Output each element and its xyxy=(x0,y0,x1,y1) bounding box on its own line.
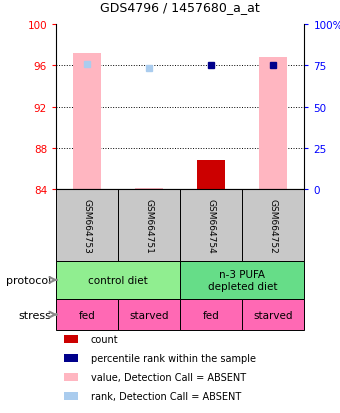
Bar xyxy=(180,261,304,299)
Text: fed: fed xyxy=(203,310,220,320)
Bar xyxy=(118,190,180,261)
Bar xyxy=(242,190,304,261)
Text: starved: starved xyxy=(130,310,169,320)
Bar xyxy=(56,190,118,261)
Text: control diet: control diet xyxy=(88,275,148,285)
Text: starved: starved xyxy=(254,310,293,320)
Text: fed: fed xyxy=(79,310,96,320)
Bar xyxy=(180,299,242,330)
Text: rank, Detection Call = ABSENT: rank, Detection Call = ABSENT xyxy=(91,391,241,401)
Bar xyxy=(56,299,118,330)
Bar xyxy=(56,261,180,299)
Text: protocol: protocol xyxy=(6,275,51,285)
Bar xyxy=(259,58,287,190)
Text: GSM664751: GSM664751 xyxy=(145,198,154,253)
Text: GDS4796 / 1457680_a_at: GDS4796 / 1457680_a_at xyxy=(100,2,260,14)
Text: GSM664753: GSM664753 xyxy=(83,198,91,253)
Bar xyxy=(64,373,79,381)
Text: stress: stress xyxy=(18,310,51,320)
Bar xyxy=(135,188,163,190)
Text: value, Detection Call = ABSENT: value, Detection Call = ABSENT xyxy=(91,373,246,382)
Text: percentile rank within the sample: percentile rank within the sample xyxy=(91,354,256,363)
Bar xyxy=(64,336,79,344)
Bar xyxy=(118,299,180,330)
Bar xyxy=(64,354,79,363)
Bar xyxy=(64,392,79,400)
Bar xyxy=(180,190,242,261)
Text: GSM664754: GSM664754 xyxy=(207,198,216,253)
Text: count: count xyxy=(91,335,118,344)
Bar xyxy=(242,299,304,330)
Bar xyxy=(73,54,101,190)
Text: GSM664752: GSM664752 xyxy=(269,198,278,253)
Bar xyxy=(197,161,225,190)
Text: n-3 PUFA
depleted diet: n-3 PUFA depleted diet xyxy=(207,269,277,291)
